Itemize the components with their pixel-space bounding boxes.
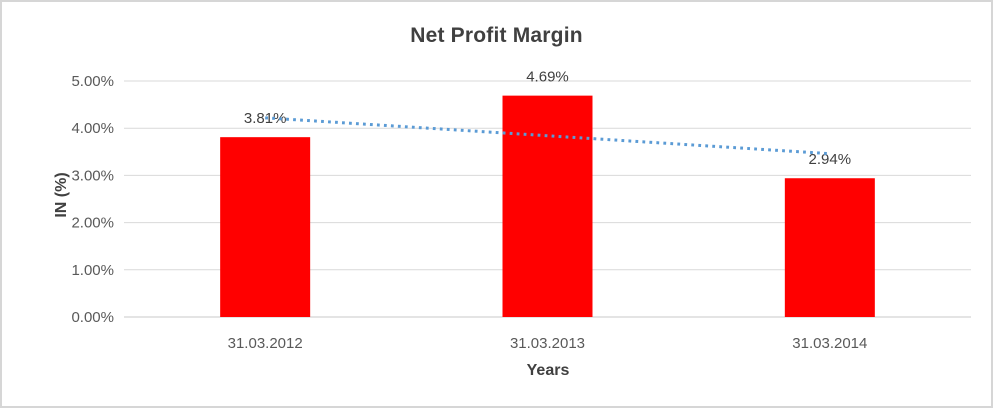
data-label: 4.69% xyxy=(526,69,569,86)
x-tick-label: 31.03.2013 xyxy=(510,335,585,352)
bar-31.03.2014[interactable] xyxy=(784,178,875,317)
x-tick-label: 31.03.2014 xyxy=(792,335,867,352)
y-tick-label: 2.00% xyxy=(71,215,114,232)
y-tick-label: 3.00% xyxy=(71,167,114,184)
y-tick-label: 4.00% xyxy=(71,120,114,137)
data-label: 2.94% xyxy=(809,151,852,168)
chart-title: Net Profit Margin xyxy=(410,24,583,47)
y-tick-label: 0.00% xyxy=(71,309,114,326)
y-tick-label: 5.00% xyxy=(71,73,114,90)
x-tick-label: 31.03.2012 xyxy=(228,335,303,352)
x-axis-title: Years xyxy=(526,362,570,379)
bar-31.03.2012[interactable] xyxy=(220,137,311,317)
trendline[interactable] xyxy=(265,116,830,156)
y-tick-label: 1.00% xyxy=(71,262,114,279)
bar-31.03.2013[interactable] xyxy=(502,95,593,318)
